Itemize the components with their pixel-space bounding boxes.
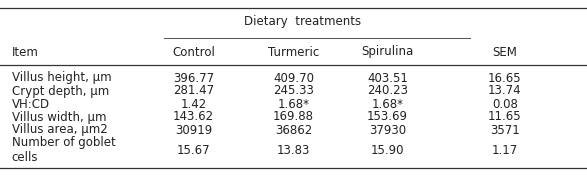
Text: 1.17: 1.17 (492, 144, 518, 156)
Text: Control: Control (172, 46, 215, 58)
Text: VH:CD: VH:CD (12, 97, 50, 110)
Text: Villus height, μm: Villus height, μm (12, 72, 112, 85)
Text: Item: Item (12, 46, 39, 58)
Text: Number of goblet: Number of goblet (12, 136, 116, 149)
Text: 240.23: 240.23 (367, 85, 408, 97)
Text: 13.74: 13.74 (488, 85, 522, 97)
Text: 169.88: 169.88 (273, 110, 314, 124)
Text: 1.68*: 1.68* (372, 97, 403, 110)
Text: Spirulina: Spirulina (361, 46, 414, 58)
Text: 11.65: 11.65 (488, 110, 522, 124)
Text: cells: cells (12, 151, 38, 164)
Text: Turmeric: Turmeric (268, 46, 319, 58)
Text: 36862: 36862 (275, 124, 312, 136)
Text: 1.42: 1.42 (181, 97, 207, 110)
Text: 403.51: 403.51 (367, 72, 408, 85)
Text: 245.33: 245.33 (273, 85, 314, 97)
Text: 13.83: 13.83 (277, 144, 310, 156)
Text: Dietary  treatments: Dietary treatments (244, 16, 361, 29)
Text: 143.62: 143.62 (173, 110, 214, 124)
Text: 0.08: 0.08 (492, 97, 518, 110)
Text: 281.47: 281.47 (173, 85, 214, 97)
Text: 15.90: 15.90 (370, 144, 404, 156)
Text: Villus width, μm: Villus width, μm (12, 110, 106, 124)
Text: 396.77: 396.77 (173, 72, 214, 85)
Text: 153.69: 153.69 (367, 110, 408, 124)
Text: 30919: 30919 (175, 124, 212, 136)
Text: 37930: 37930 (369, 124, 406, 136)
Text: Villus area, μm2: Villus area, μm2 (12, 124, 107, 136)
Text: SEM: SEM (492, 46, 517, 58)
Text: 16.65: 16.65 (488, 72, 522, 85)
Text: 409.70: 409.70 (273, 72, 314, 85)
Text: 3571: 3571 (490, 124, 519, 136)
Text: Crypt depth, μm: Crypt depth, μm (12, 85, 109, 97)
Text: 15.67: 15.67 (177, 144, 211, 156)
Text: 1.68*: 1.68* (278, 97, 309, 110)
